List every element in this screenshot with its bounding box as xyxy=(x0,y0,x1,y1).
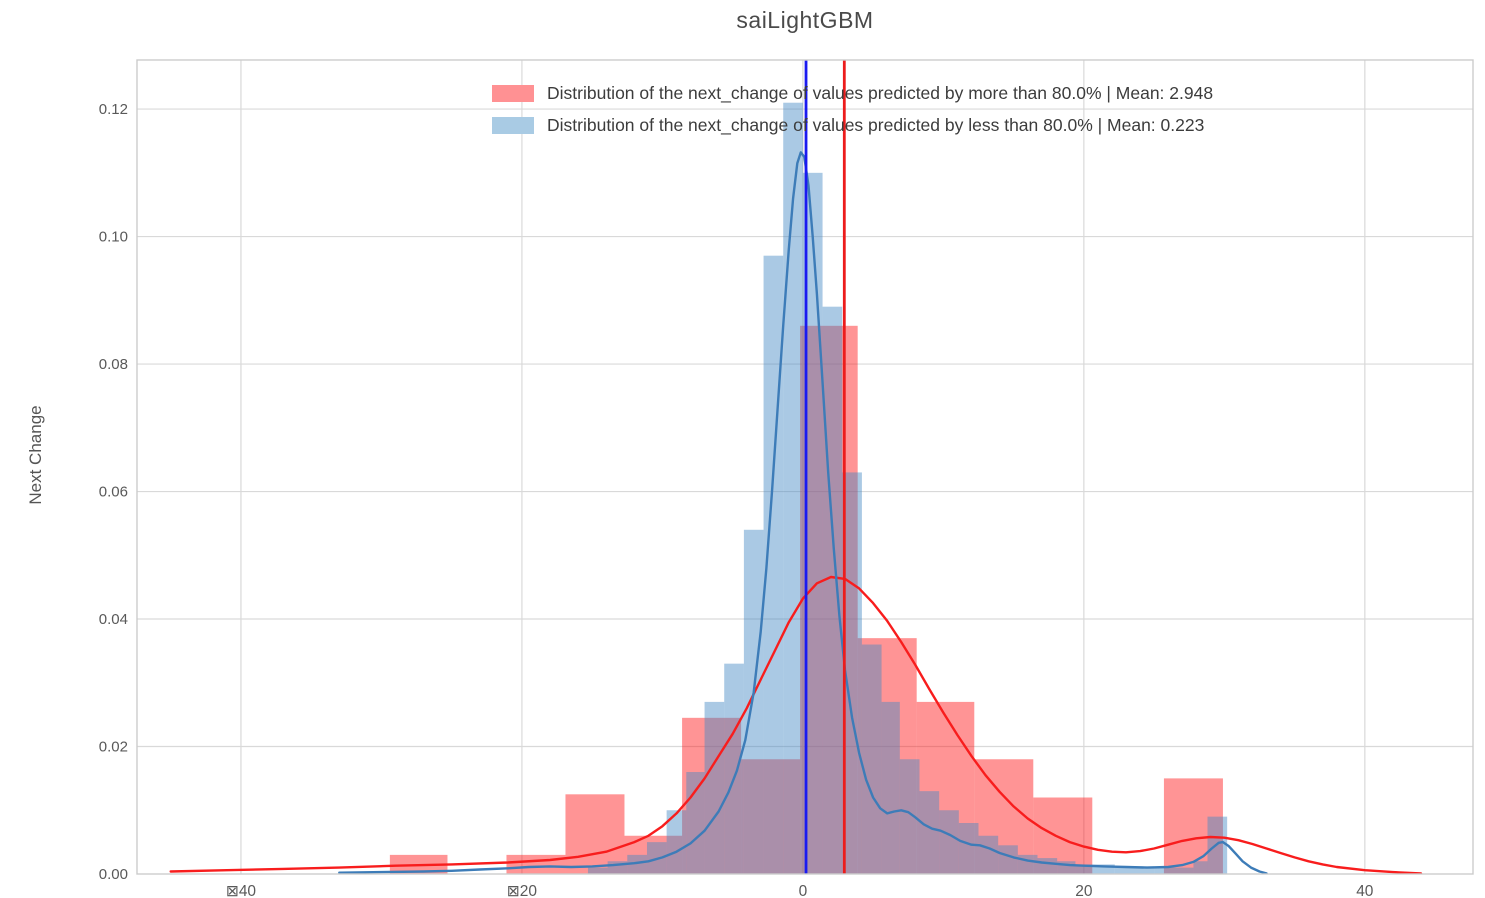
y-tick-label: 0.10 xyxy=(99,229,128,246)
y-tick-labels: 0.00 0.02 0.04 0.06 0.08 0.10 0.12 xyxy=(99,101,128,883)
axes-border xyxy=(136,59,1474,875)
chart-title: saiLightGBM xyxy=(736,7,874,33)
x-tick-label: 0 xyxy=(799,883,808,898)
y-tick-label: 0.02 xyxy=(99,739,128,756)
legend-swatch-red xyxy=(492,84,534,102)
x-tick-label: 40 xyxy=(1356,883,1374,898)
histogram-bar xyxy=(800,325,858,874)
x-tick-label: 20 xyxy=(1075,883,1093,898)
histogram-bar xyxy=(842,472,862,874)
histogram-bar xyxy=(916,701,975,874)
histogram-red xyxy=(389,325,1223,874)
histogram-bar xyxy=(666,810,687,874)
legend-item-less-than-80: Distribution of the next_change of value… xyxy=(492,109,1213,141)
legend-label: Distribution of the next_change of value… xyxy=(547,114,1205,135)
legend: Distribution of the next_change of value… xyxy=(492,77,1213,141)
y-tick-label: 0.08 xyxy=(99,356,128,373)
kde-curve-blue xyxy=(338,151,1268,874)
histogram-bar xyxy=(802,172,823,874)
histogram-bar xyxy=(998,845,1018,874)
y-tick-label: 0.12 xyxy=(99,101,128,118)
y-tick-label: 0.00 xyxy=(99,866,128,883)
histogram-bar xyxy=(741,759,801,874)
histogram-bar xyxy=(1163,778,1223,874)
x-tick-label: ⊠20 xyxy=(507,883,538,898)
histogram-bar xyxy=(919,791,940,874)
histogram-bar xyxy=(1154,867,1194,874)
legend-label: Distribution of the next_change of value… xyxy=(547,82,1214,103)
histogram-bar xyxy=(743,529,764,874)
kde-curve-red xyxy=(169,575,1423,874)
histogram-bar xyxy=(881,701,900,874)
histogram-bar xyxy=(627,854,647,874)
x-tick-label: ⊠40 xyxy=(226,883,257,898)
x-tick-labels: ⊠40 ⊠20 0 20 40 xyxy=(226,883,1374,898)
legend-item-more-than-80: Distribution of the next_change of value… xyxy=(492,77,1213,109)
histogram-blue xyxy=(587,102,1228,874)
histogram-bar xyxy=(783,102,803,874)
legend-swatch-blue xyxy=(492,116,534,134)
y-axis-label: Next Change xyxy=(26,405,45,505)
histogram-bar xyxy=(587,867,608,874)
histogram-bar xyxy=(857,638,917,874)
histogram-bar xyxy=(958,823,979,874)
histogram-bar xyxy=(978,835,999,874)
histogram-bar xyxy=(506,854,566,874)
histogram-bar xyxy=(1033,797,1093,874)
histogram-bar xyxy=(724,663,744,874)
plot-content xyxy=(169,60,1423,874)
histogram-bar xyxy=(939,810,959,874)
histogram-bar xyxy=(565,794,625,874)
y-tick-label: 0.04 xyxy=(99,611,128,628)
histogram-bar xyxy=(1114,866,1155,874)
histogram-bar xyxy=(822,306,843,874)
histogram-bar xyxy=(1075,864,1115,874)
histogram-bar xyxy=(704,701,725,874)
y-tick-label: 0.06 xyxy=(99,484,128,501)
histogram-bar xyxy=(1017,854,1038,874)
histogram-bar xyxy=(1037,858,1058,874)
histogram-bar xyxy=(899,759,920,874)
histogram-bar xyxy=(861,644,882,874)
histogram-bar xyxy=(1193,861,1208,874)
histogram-bar xyxy=(686,772,705,874)
